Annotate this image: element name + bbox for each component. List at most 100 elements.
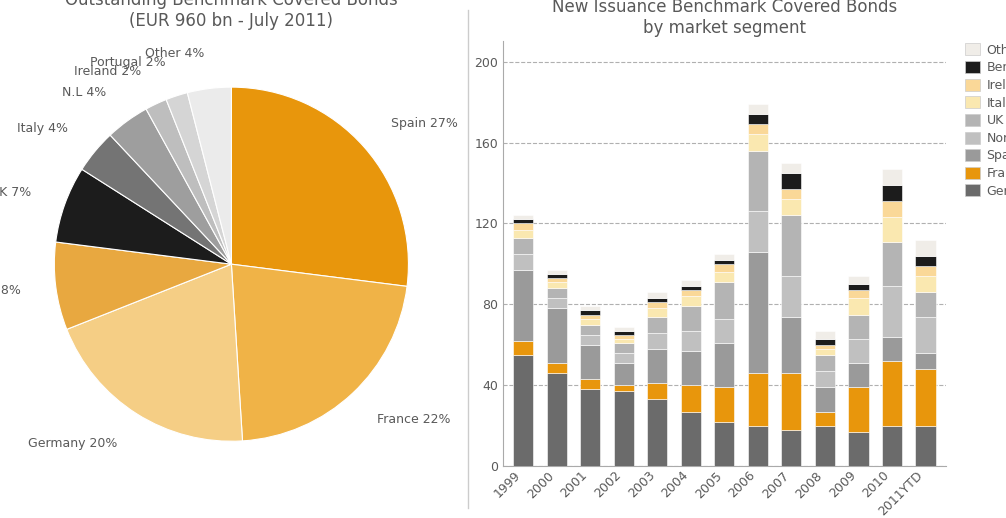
Bar <box>681 412 701 466</box>
Bar <box>647 333 667 349</box>
Bar <box>681 296 701 307</box>
Text: Nordics 8%: Nordics 8% <box>0 284 20 297</box>
Bar <box>647 308 667 316</box>
Bar <box>681 286 701 290</box>
Bar <box>614 392 634 466</box>
Text: Ireland 2%: Ireland 2% <box>73 65 141 78</box>
Bar <box>882 201 902 218</box>
Bar <box>714 264 734 272</box>
Bar <box>580 307 601 310</box>
Title: Outstanding Benchmark Covered Bonds
(EUR 960 bn - July 2011): Outstanding Benchmark Covered Bonds (EUR… <box>65 0 397 30</box>
Bar <box>848 284 868 290</box>
Bar <box>647 292 667 298</box>
Bar <box>915 276 936 292</box>
Bar <box>782 430 802 466</box>
Bar <box>681 280 701 286</box>
Bar <box>882 242 902 286</box>
Bar <box>614 335 634 339</box>
Bar <box>815 371 835 387</box>
Bar <box>580 325 601 335</box>
Bar <box>782 276 802 316</box>
Bar <box>580 379 601 390</box>
Wedge shape <box>231 264 407 441</box>
Bar <box>580 345 601 379</box>
Bar <box>714 260 734 264</box>
Bar <box>815 387 835 412</box>
Bar <box>546 298 566 308</box>
Bar <box>782 189 802 199</box>
Bar <box>848 276 868 284</box>
Bar <box>747 124 768 135</box>
Bar <box>513 223 533 229</box>
Bar <box>714 319 734 343</box>
Bar <box>647 316 667 333</box>
Bar <box>848 432 868 466</box>
Bar <box>580 314 601 319</box>
Text: France 22%: France 22% <box>377 412 451 426</box>
Text: Germany 20%: Germany 20% <box>28 437 118 450</box>
Bar <box>782 173 802 189</box>
Text: Italy 4%: Italy 4% <box>17 122 67 135</box>
Bar <box>782 163 802 173</box>
Bar <box>681 385 701 412</box>
Bar <box>714 272 734 282</box>
Bar <box>714 422 734 466</box>
Bar <box>915 266 936 276</box>
Bar <box>815 426 835 466</box>
Bar <box>747 211 768 252</box>
Title: New Issuance Benchmark Covered Bonds
by market segment: New Issuance Benchmark Covered Bonds by … <box>551 0 897 37</box>
Bar <box>614 353 634 363</box>
Bar <box>848 314 868 339</box>
Bar <box>580 319 601 325</box>
Wedge shape <box>231 87 408 286</box>
Text: N.L 4%: N.L 4% <box>62 86 107 99</box>
Bar <box>647 349 667 383</box>
Bar <box>815 330 835 339</box>
Bar <box>747 135 768 151</box>
Bar <box>614 339 634 343</box>
Wedge shape <box>187 87 231 264</box>
Bar <box>546 288 566 298</box>
Bar <box>782 373 802 430</box>
Bar <box>614 363 634 385</box>
Bar <box>614 330 634 335</box>
Wedge shape <box>55 169 231 264</box>
Wedge shape <box>54 242 231 329</box>
Bar <box>782 316 802 373</box>
Bar <box>546 278 566 282</box>
Bar <box>815 339 835 345</box>
Bar <box>614 327 634 330</box>
Bar <box>546 270 566 274</box>
Bar <box>848 363 868 387</box>
Bar <box>513 238 533 254</box>
Bar <box>647 399 667 466</box>
Bar <box>513 270 533 341</box>
Wedge shape <box>66 264 242 441</box>
Bar <box>882 361 902 426</box>
Legend: Other, Benelux, Ireland, Italy, UK, Nordics, Spain, France, Germany: Other, Benelux, Ireland, Italy, UK, Nord… <box>965 44 1006 198</box>
Bar <box>782 199 802 215</box>
Bar <box>882 169 902 185</box>
Wedge shape <box>111 109 231 264</box>
Bar <box>848 387 868 432</box>
Bar <box>681 351 701 385</box>
Bar <box>848 290 868 298</box>
Bar <box>747 104 768 114</box>
Bar <box>681 330 701 351</box>
Bar <box>714 254 734 260</box>
Bar <box>513 215 533 220</box>
Bar <box>882 426 902 466</box>
Bar <box>546 363 566 373</box>
Bar <box>714 387 734 422</box>
Wedge shape <box>166 93 231 264</box>
Bar <box>513 254 533 270</box>
Bar <box>546 282 566 288</box>
Bar <box>915 256 936 266</box>
Text: Other 4%: Other 4% <box>146 47 205 60</box>
Bar <box>681 307 701 330</box>
Bar <box>546 373 566 466</box>
Bar <box>513 341 533 355</box>
Bar <box>614 385 634 392</box>
Bar <box>815 412 835 426</box>
Bar <box>580 335 601 345</box>
